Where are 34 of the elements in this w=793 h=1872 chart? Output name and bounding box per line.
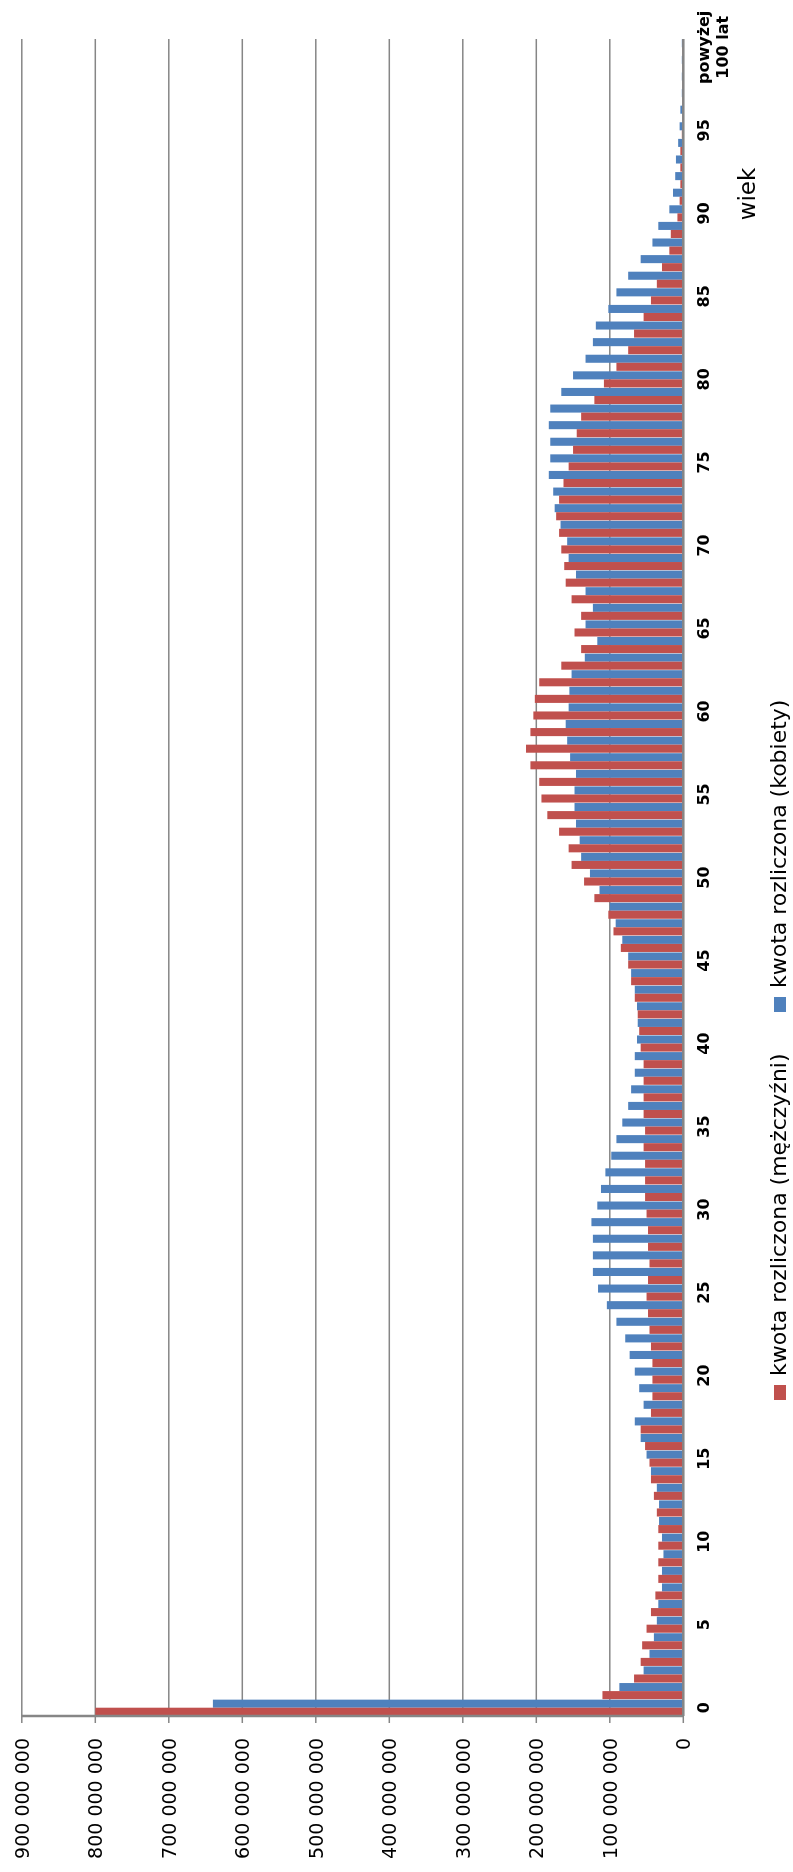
y-tick-label: 10 [694,1530,714,1553]
x-tick-label: 900 000 000 [10,1738,33,1859]
y-tick-label: 95 [694,119,714,142]
y-tick-label: 65 [694,617,714,640]
y-tick-label: 80 [694,368,714,391]
x-tick-label: 100 000 000 [598,1738,621,1859]
y-tick-label: 45 [694,949,714,972]
y-tick-label: 5 [694,1619,714,1631]
y-tick-label: 55 [694,783,714,806]
y-tick-label: 90 [694,202,714,225]
y-tick-label: 35 [694,1115,714,1138]
x-tick-label: 600 000 000 [231,1738,254,1859]
text: kwota rozliczona (kobiety) [766,699,791,988]
y-tick-label: 85 [694,285,714,308]
x-tick-label: 500 000 000 [304,1738,327,1859]
x-tick-label: 0 [672,1738,695,1751]
y-tick-label: 60 [694,700,714,723]
y-axis-title: wiek [734,166,760,221]
y-tick-label: 0 [694,1702,714,1714]
y-tick-label: 15 [694,1447,714,1470]
x-tick-label: 300 000 000 [451,1738,474,1859]
text: kwota rozliczona (mężczyźni) [766,1053,791,1376]
x-tick-label: 400 000 000 [378,1738,401,1859]
x-tick-label: 800 000 000 [84,1738,107,1859]
y-tick-label: 25 [694,1281,714,1304]
x-tick-label: 700 000 000 [157,1738,180,1859]
y-tick-label: 75 [694,451,714,474]
y-tick-label: 20 [694,1364,714,1387]
y-tick-label: 50 [694,866,714,889]
y-tick-label: powyżej 100 lat [694,10,733,84]
y-tick-label: 70 [694,534,714,557]
x-tick-label: 200 000 000 [525,1738,548,1859]
y-tick-label: 30 [694,1198,714,1221]
y-tick-label: 40 [694,1032,714,1055]
